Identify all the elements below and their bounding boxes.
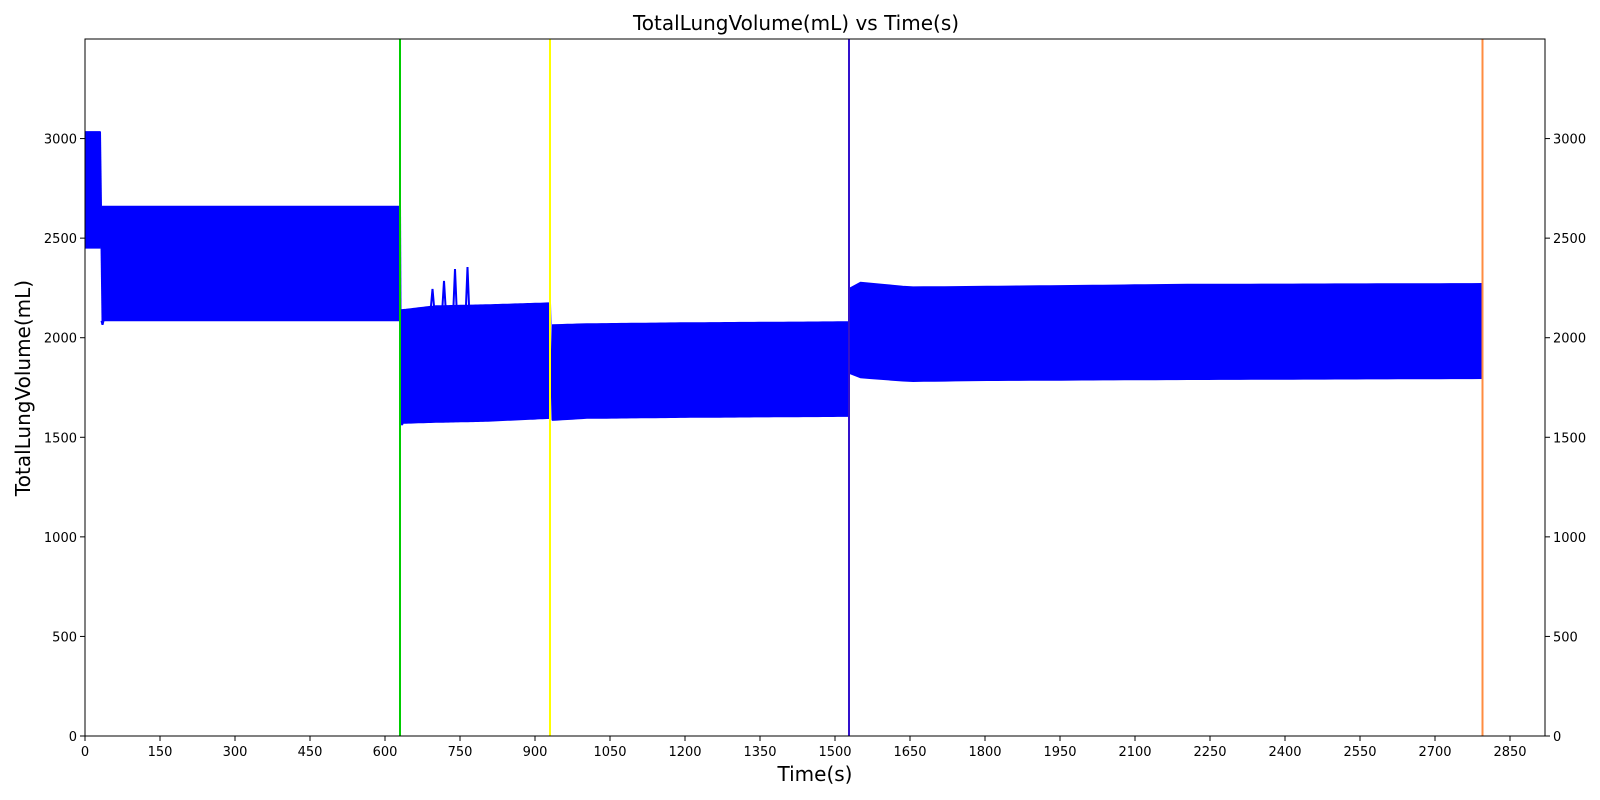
series-band-segment-1 [102,205,401,322]
x-tick-label-11: 1650 [893,745,926,760]
y2-tick-label-3: 1500 [1553,431,1586,446]
x-tick-label-14: 2100 [1118,745,1151,760]
x-tick-label-12: 1800 [968,745,1001,760]
y-tick-label-5: 2500 [44,232,77,247]
plot-area [84,39,1484,736]
y2-tick-label-6: 3000 [1553,133,1586,148]
x-tick-label-7: 1050 [593,745,626,760]
series-spike-0 [430,288,435,307]
x-tick-label-17: 2550 [1343,745,1376,760]
y2-tick-label-0: 0 [1553,730,1561,745]
x-tick-label-5: 750 [448,745,473,760]
y2-tick-label-4: 2000 [1553,332,1586,347]
x-tick-label-9: 1350 [743,745,776,760]
x-tick-label-15: 2250 [1193,745,1226,760]
x-tick-label-2: 300 [223,745,248,760]
x-tick-label-6: 900 [523,745,548,760]
y-axis-right: 0 500 1000 1500 2000 2500 3000 [1545,133,1586,745]
x-axis: 0 150 300 450 600 750 900 1050 1200 1350 1500 1650 1… [81,736,1527,760]
plot-frame [84,38,1546,737]
y-tick-label-6: 3000 [44,133,77,148]
x-tick-label-8: 1200 [668,745,701,760]
y-tick-label-3: 1500 [44,431,77,446]
x-tick-label-1: 150 [148,745,173,760]
series-dip-0 [100,320,105,326]
x-tick-label-18: 2700 [1418,745,1451,760]
y-tick-label-1: 500 [52,630,77,645]
series-spike-3 [465,266,470,306]
series-band-segment-2 [400,302,551,424]
series-spike-1 [441,280,447,306]
series-0 [84,131,1483,426]
x-axis-label: Time(s) [777,762,853,786]
x-tick-label-4: 600 [373,745,398,760]
x-tick-label-16: 2400 [1268,745,1301,760]
y-tick-label-2: 1000 [44,531,77,546]
x-tick-label-10: 1500 [818,745,851,760]
x-tick-label-0: 0 [81,745,89,760]
y2-tick-label-1: 500 [1553,630,1578,645]
y2-tick-label-5: 2500 [1553,232,1586,247]
series-transition-1 [99,131,104,321]
y-axis-left: 0 500 1000 1500 2000 2500 3000 [44,133,85,745]
chart-title: TotalLungVolume(mL) vs Time(s) [632,11,959,35]
y-tick-label-0: 0 [69,730,77,745]
y-axis-label: TotalLungVolume(mL) [11,280,35,497]
series-band-segment-3 [552,321,848,421]
series-band-segment-0 [84,131,101,249]
series-band-segment-4 [849,281,1483,383]
x-tick-label-13: 1950 [1043,745,1076,760]
series-dip-1 [400,422,404,426]
series-spike-2 [452,268,458,306]
x-tick-label-3: 450 [298,745,323,760]
y-tick-label-4: 2000 [44,332,77,347]
x-tick-label-19: 2850 [1493,745,1526,760]
y2-tick-label-2: 1000 [1553,531,1586,546]
